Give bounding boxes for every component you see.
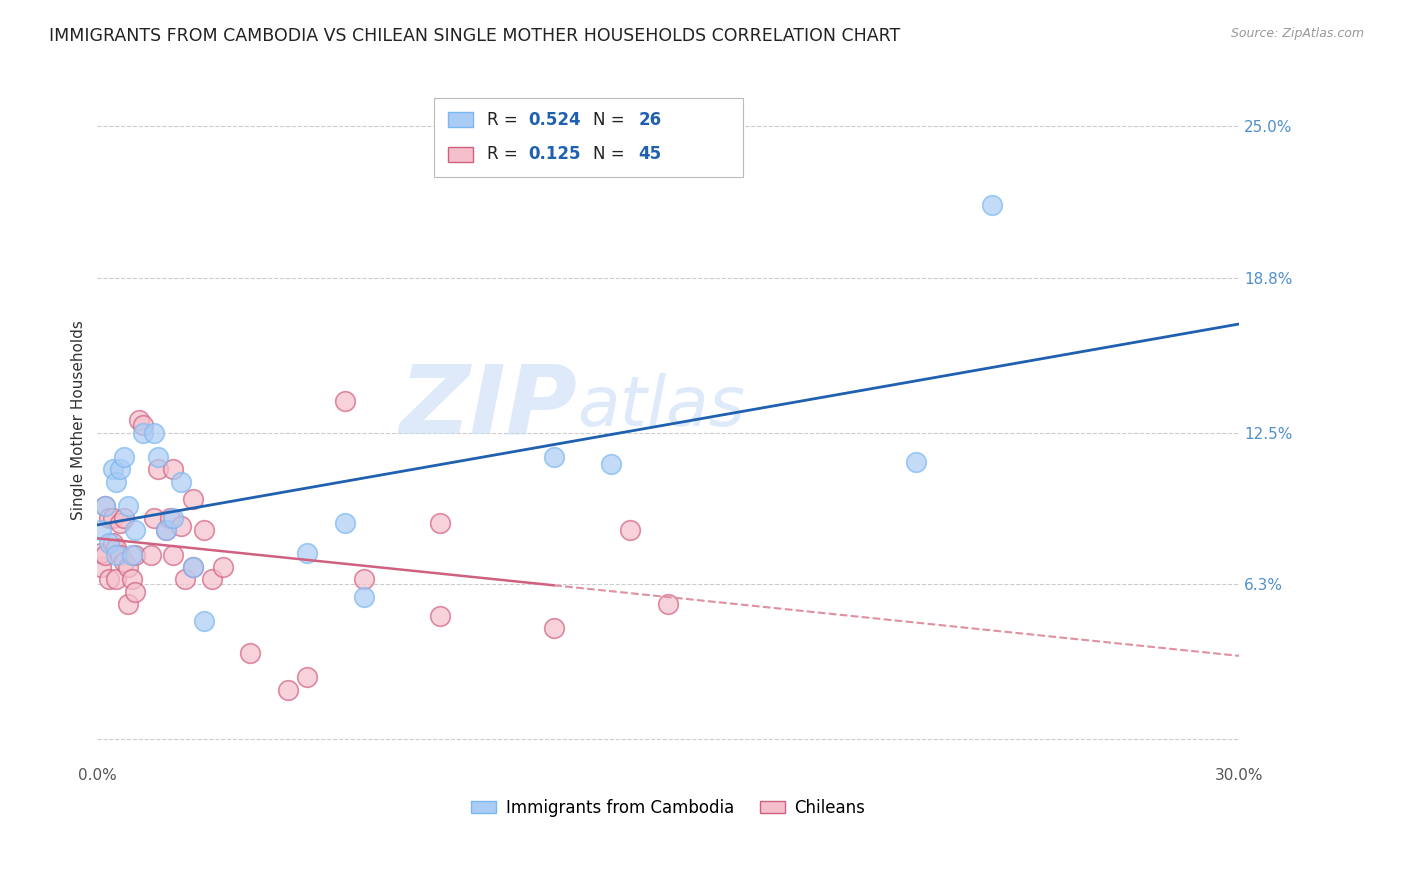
- Point: [132, 425, 155, 440]
- Point: [117, 499, 139, 513]
- Point: [124, 548, 146, 562]
- Point: [193, 524, 215, 538]
- Point: [90, 545, 112, 559]
- Y-axis label: Single Mother Households: Single Mother Households: [72, 320, 86, 520]
- Point: [657, 597, 679, 611]
- Point: [108, 548, 131, 562]
- Point: [108, 462, 131, 476]
- Point: [143, 425, 166, 440]
- Point: [117, 597, 139, 611]
- Point: [105, 475, 128, 489]
- Point: [980, 198, 1002, 212]
- Point: [353, 590, 375, 604]
- Point: [94, 548, 117, 562]
- Point: [105, 573, 128, 587]
- Text: 45: 45: [638, 145, 662, 163]
- Point: [101, 462, 124, 476]
- Point: [90, 524, 112, 538]
- Point: [429, 609, 451, 624]
- Point: [101, 535, 124, 549]
- Text: 0.125: 0.125: [527, 145, 581, 163]
- Text: atlas: atlas: [576, 373, 745, 440]
- Point: [155, 524, 177, 538]
- Point: [143, 511, 166, 525]
- Text: 26: 26: [638, 111, 662, 129]
- Point: [543, 622, 565, 636]
- Text: IMMIGRANTS FROM CAMBODIA VS CHILEAN SINGLE MOTHER HOUSEHOLDS CORRELATION CHART: IMMIGRANTS FROM CAMBODIA VS CHILEAN SING…: [49, 27, 900, 45]
- FancyBboxPatch shape: [434, 98, 742, 177]
- Point: [94, 499, 117, 513]
- Point: [97, 511, 120, 525]
- Point: [162, 462, 184, 476]
- Point: [97, 535, 120, 549]
- Point: [277, 682, 299, 697]
- Point: [155, 524, 177, 538]
- Point: [181, 491, 204, 506]
- Point: [181, 560, 204, 574]
- Point: [112, 511, 135, 525]
- Point: [181, 560, 204, 574]
- Point: [162, 511, 184, 525]
- Point: [90, 560, 112, 574]
- Point: [162, 548, 184, 562]
- Text: 0.524: 0.524: [527, 111, 581, 129]
- Text: ZIP: ZIP: [399, 360, 576, 453]
- Text: N =: N =: [593, 145, 630, 163]
- Point: [94, 499, 117, 513]
- Point: [170, 518, 193, 533]
- Point: [295, 670, 318, 684]
- Point: [619, 524, 641, 538]
- Point: [600, 458, 623, 472]
- Point: [295, 545, 318, 559]
- Point: [108, 516, 131, 530]
- Point: [124, 524, 146, 538]
- Point: [159, 511, 181, 525]
- Point: [101, 511, 124, 525]
- Point: [121, 548, 143, 562]
- Point: [170, 475, 193, 489]
- Point: [212, 560, 235, 574]
- Text: R =: R =: [486, 145, 523, 163]
- Point: [117, 560, 139, 574]
- Point: [174, 573, 197, 587]
- Text: Source: ZipAtlas.com: Source: ZipAtlas.com: [1230, 27, 1364, 40]
- Point: [139, 548, 162, 562]
- FancyBboxPatch shape: [449, 146, 472, 161]
- Point: [904, 455, 927, 469]
- Point: [333, 393, 356, 408]
- Point: [132, 418, 155, 433]
- Text: N =: N =: [593, 111, 630, 129]
- Point: [112, 555, 135, 569]
- Point: [543, 450, 565, 464]
- Legend: Immigrants from Cambodia, Chileans: Immigrants from Cambodia, Chileans: [464, 792, 872, 823]
- Point: [429, 516, 451, 530]
- Point: [128, 413, 150, 427]
- Point: [105, 541, 128, 555]
- Point: [333, 516, 356, 530]
- Point: [105, 548, 128, 562]
- Point: [124, 584, 146, 599]
- Point: [148, 450, 170, 464]
- Point: [121, 573, 143, 587]
- Point: [97, 573, 120, 587]
- Point: [239, 646, 262, 660]
- Point: [193, 614, 215, 628]
- Point: [148, 462, 170, 476]
- Point: [353, 573, 375, 587]
- Point: [200, 573, 222, 587]
- Point: [112, 450, 135, 464]
- FancyBboxPatch shape: [449, 112, 472, 128]
- Text: R =: R =: [486, 111, 523, 129]
